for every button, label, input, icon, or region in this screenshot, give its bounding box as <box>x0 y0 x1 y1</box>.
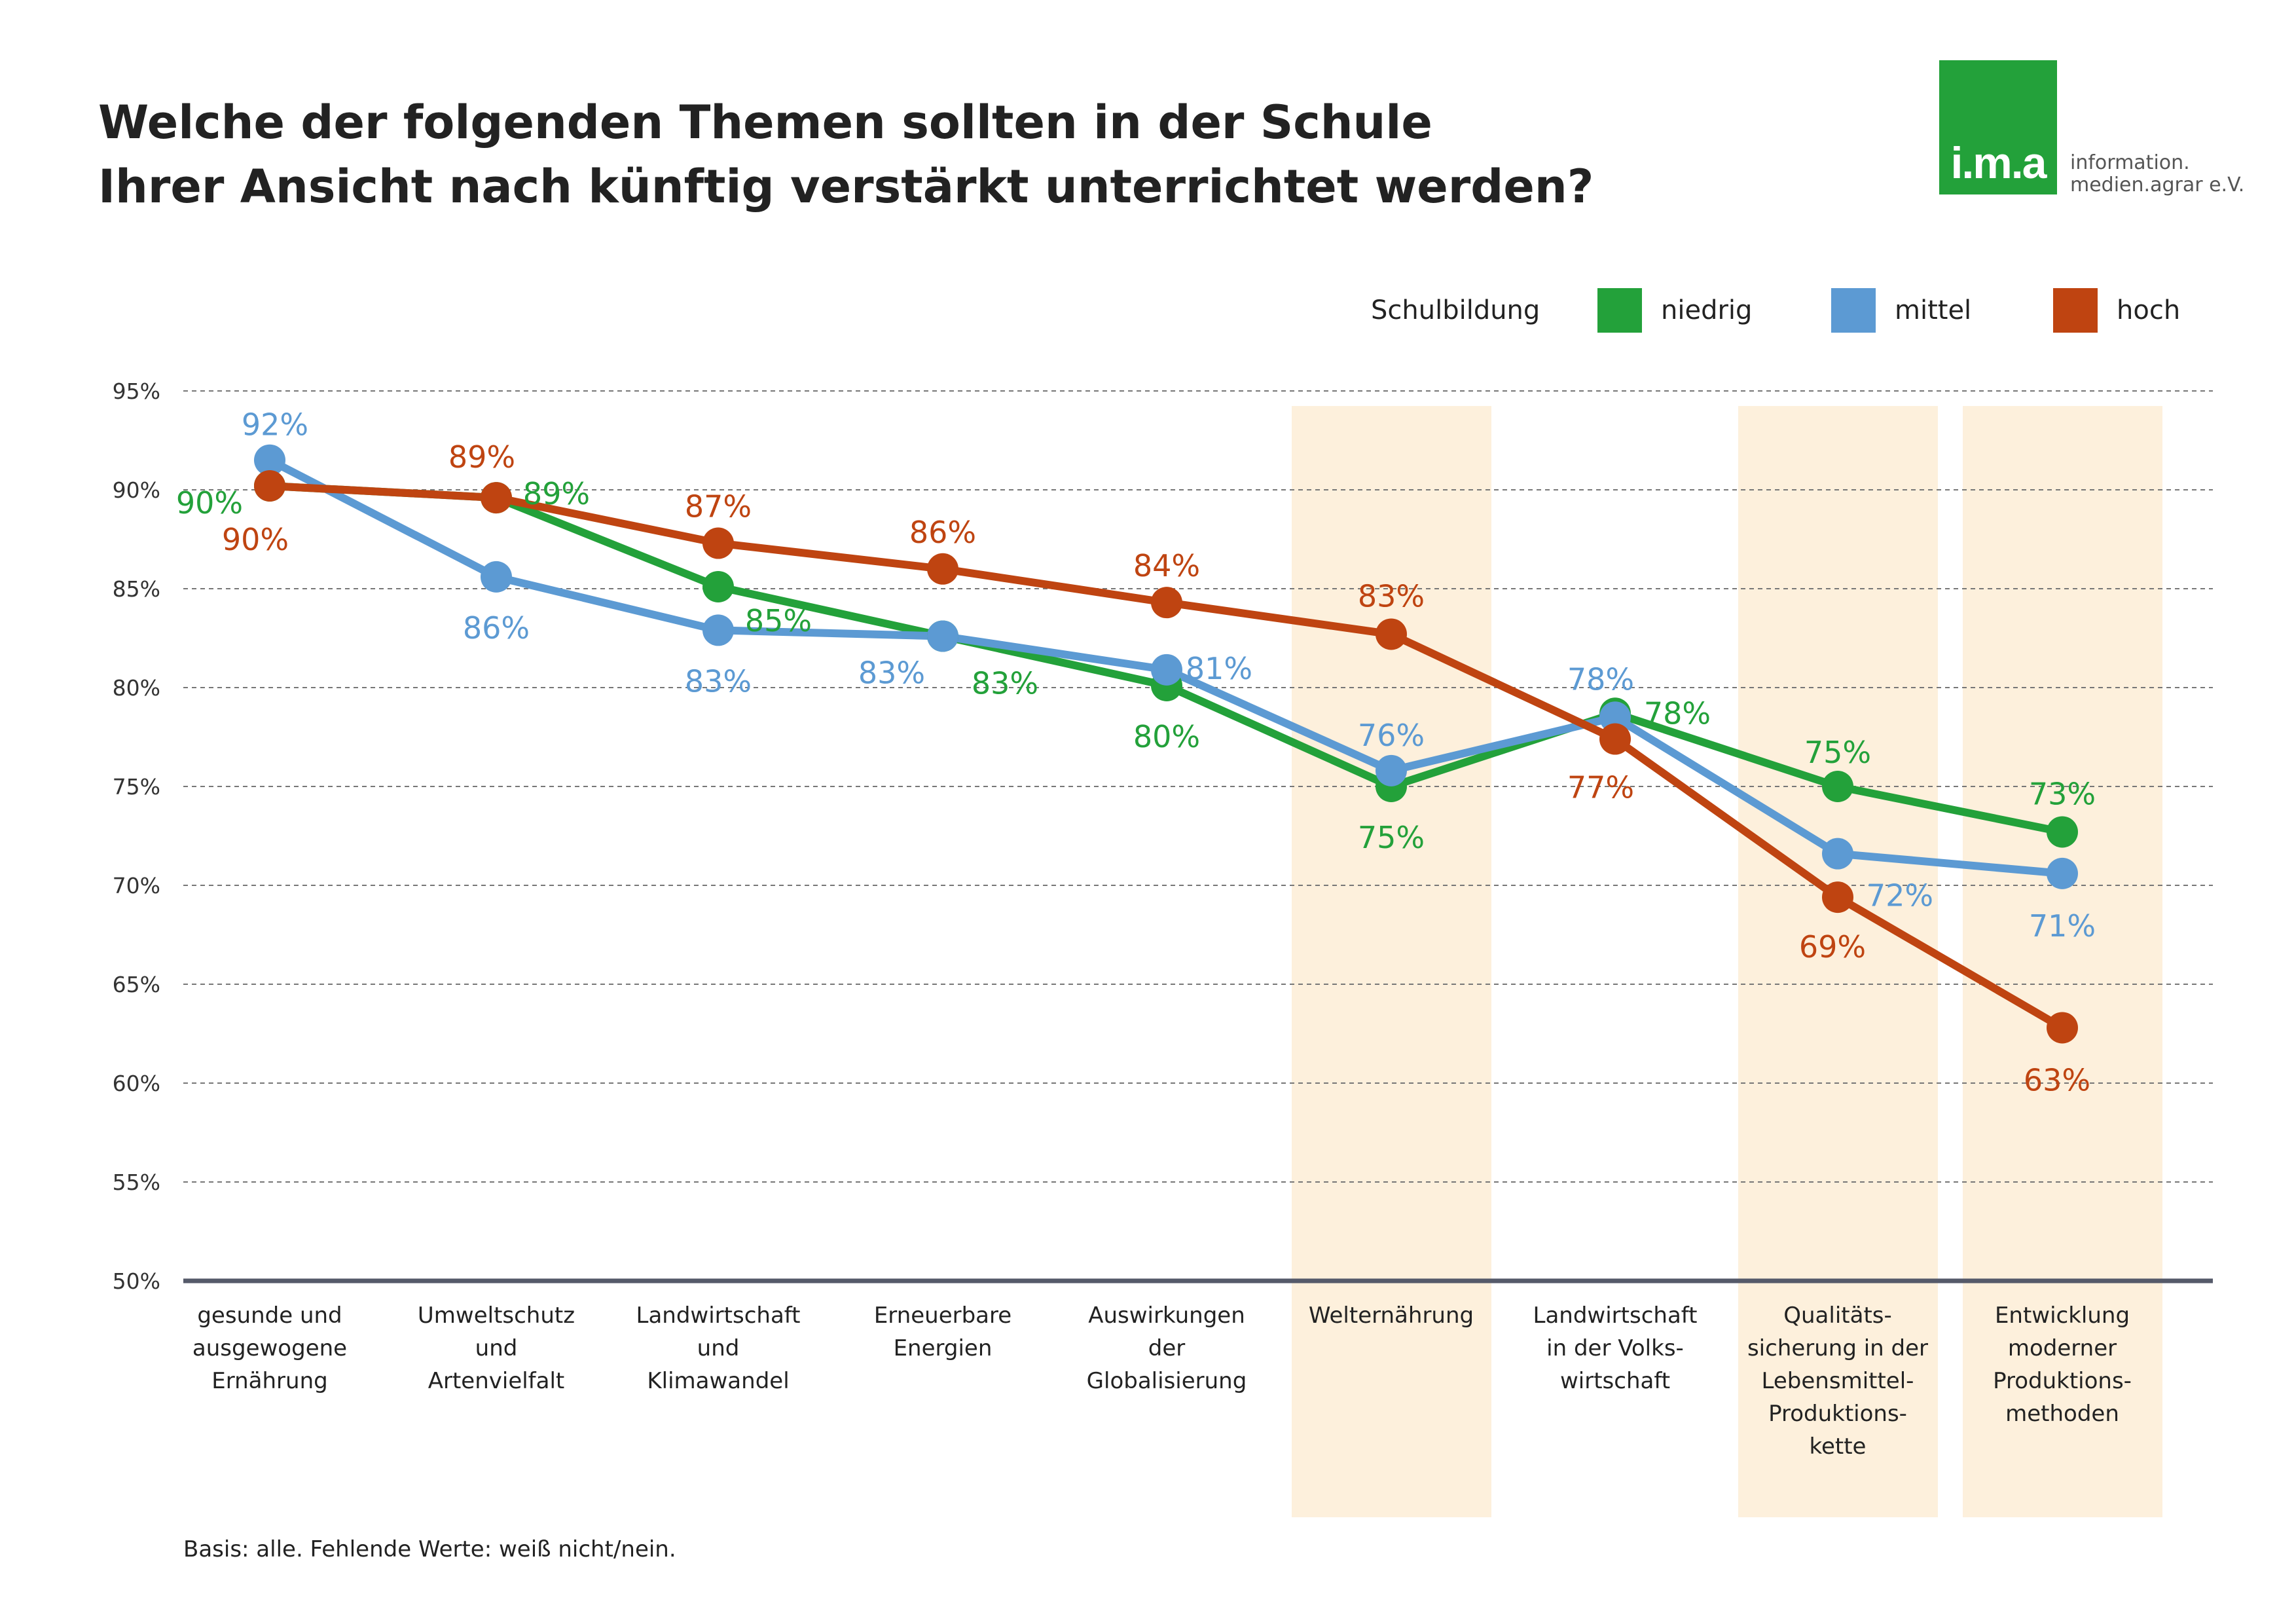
x-category-label-3: Erneuerbare Energien <box>874 1302 1011 1361</box>
point-hoch-5 <box>1376 618 1407 650</box>
point-mittel-7 <box>1822 838 1853 870</box>
data-label-mittel-1: 86% <box>463 610 530 646</box>
point-mittel-8 <box>2047 857 2078 889</box>
point-hoch-1 <box>481 482 512 514</box>
legend: Schulbildung niedrig mittel hoch <box>1371 288 2180 333</box>
point-mittel-5 <box>1376 754 1407 786</box>
y-tick-label: 50% <box>113 1268 160 1294</box>
highlight-band-5 <box>1292 406 1491 1517</box>
legend-label-mittel: mittel <box>1895 295 1971 325</box>
y-tick-label: 85% <box>113 576 160 602</box>
legend-swatch-hoch <box>2053 288 2098 333</box>
data-labels: 90% 89% 85% 83% 80% 75% 78% 75% 73% 92% 86% 83% 83% 8… <box>176 407 2096 1098</box>
ima-logo-box <box>1939 60 2057 194</box>
y-tick-label: 80% <box>113 675 160 701</box>
data-label-niedrig-7: 75% <box>1804 735 1871 770</box>
point-mittel-4 <box>1151 654 1182 686</box>
x-category-label-0: gesunde und ausgewogene Ernährung <box>192 1302 347 1394</box>
data-label-niedrig-0: 90% <box>176 485 243 521</box>
data-label-niedrig-8: 73% <box>2029 776 2096 811</box>
x-category-label-8: Entwicklung moderner Produktions-methoden <box>1993 1302 2132 1427</box>
data-label-mittel-3: 83% <box>858 655 925 690</box>
chart-title-line-2: Ihrer Ansicht nach künftig verstärkt unt… <box>98 160 1594 213</box>
y-tick-label: 70% <box>113 873 160 898</box>
grid-lines <box>183 390 2213 1283</box>
y-tick-label: 75% <box>113 774 160 800</box>
point-hoch-6 <box>1599 723 1631 755</box>
data-label-mittel-7: 72% <box>1867 878 1933 913</box>
legend-label-niedrig: niedrig <box>1661 295 1752 325</box>
highlight-band-7 <box>1738 406 1938 1517</box>
data-label-mittel-2: 83% <box>685 663 752 699</box>
y-tick-label: 60% <box>113 1071 160 1096</box>
data-label-mittel-6: 78% <box>1567 661 1634 697</box>
data-label-niedrig-1: 89% <box>523 476 590 511</box>
x-category-label-4: Auswirkungen der Globalisierung <box>1087 1302 1247 1394</box>
data-label-hoch-6: 77% <box>1567 770 1634 805</box>
data-label-hoch-4: 84% <box>1133 548 1200 583</box>
y-axis-ticks: 50% 55% 60% 65% 70% 75% 80% 85% 90% 95% <box>113 378 160 1294</box>
legend-swatch-mittel <box>1831 288 1876 333</box>
x-axis-categories: gesunde und ausgewogene Ernährung Umweltsch… <box>192 1302 2132 1460</box>
data-label-niedrig-5: 75% <box>1358 820 1425 855</box>
organization-line-2: medien.agrar e.V. <box>2070 174 2245 196</box>
y-tick-label: 65% <box>113 972 160 997</box>
point-mittel-0 <box>254 444 285 476</box>
point-niedrig-7 <box>1822 771 1853 802</box>
data-label-mittel-0: 92% <box>242 407 308 443</box>
point-mittel-6 <box>1599 701 1631 733</box>
y-tick-label: 90% <box>113 477 160 503</box>
legend-title: Schulbildung <box>1371 295 1540 325</box>
data-label-niedrig-6: 78% <box>1644 695 1711 731</box>
chart-title: Welche der folgenden Themen sollten in d… <box>98 90 1594 219</box>
organization-name: information. medien.agrar e.V. <box>2070 152 2244 196</box>
point-mittel-1 <box>481 561 512 593</box>
point-hoch-4 <box>1151 587 1182 619</box>
point-hoch-3 <box>927 553 958 585</box>
organization-line-1: information. <box>2070 151 2190 174</box>
point-mittel-2 <box>702 614 734 646</box>
point-hoch-8 <box>2047 1012 2078 1044</box>
data-label-mittel-8: 71% <box>2029 908 2096 944</box>
chart-title-line-1: Welche der folgenden Themen sollten in d… <box>98 96 1432 149</box>
x-category-label-2: Landwirtschaft und Klimawandel <box>636 1302 801 1394</box>
data-label-niedrig-4: 80% <box>1133 719 1200 754</box>
legend-swatch-niedrig <box>1597 288 1642 333</box>
x-category-label-5: Welternährung <box>1309 1302 1474 1329</box>
point-mittel-3 <box>927 620 958 652</box>
y-tick-label: 95% <box>113 378 160 404</box>
series-points <box>254 444 2078 1044</box>
highlight-bands <box>1292 406 2162 1517</box>
footnote: Basis: alle. Fehlende Werte: weiß nicht/… <box>183 1536 676 1562</box>
data-label-mittel-5: 76% <box>1358 718 1425 753</box>
data-label-hoch-3: 86% <box>909 515 976 550</box>
data-label-hoch-7: 69% <box>1799 929 1866 965</box>
data-label-hoch-2: 87% <box>685 489 752 525</box>
data-label-hoch-8: 63% <box>2024 1062 2090 1098</box>
point-hoch-7 <box>1822 881 1853 913</box>
data-label-niedrig-2: 85% <box>745 603 812 638</box>
point-hoch-0 <box>254 470 285 502</box>
data-label-hoch-0: 90% <box>222 522 289 557</box>
ima-logo: i.m.a <box>1939 60 2057 194</box>
point-hoch-2 <box>702 527 734 559</box>
highlight-band-8 <box>1963 406 2162 1517</box>
point-niedrig-2 <box>702 570 734 602</box>
x-category-label-7: Qualitäts-sicherung in der Lebensmittel-P… <box>1747 1302 1928 1460</box>
y-tick-label: 55% <box>113 1170 160 1195</box>
data-label-hoch-5: 83% <box>1358 578 1425 614</box>
x-category-label-1: Umweltschutz und Artenvielfalt <box>418 1302 575 1394</box>
x-category-label-6: Landwirtschaft in der Volks-wirtschaft <box>1533 1302 1698 1394</box>
data-label-hoch-1: 89% <box>448 439 515 475</box>
data-label-niedrig-3: 83% <box>972 665 1038 701</box>
legend-label-hoch: hoch <box>2117 295 2180 325</box>
ima-logo-text: i.m.a <box>1950 138 2047 188</box>
data-label-mittel-4: 81% <box>1186 651 1252 686</box>
point-niedrig-8 <box>2047 816 2078 848</box>
